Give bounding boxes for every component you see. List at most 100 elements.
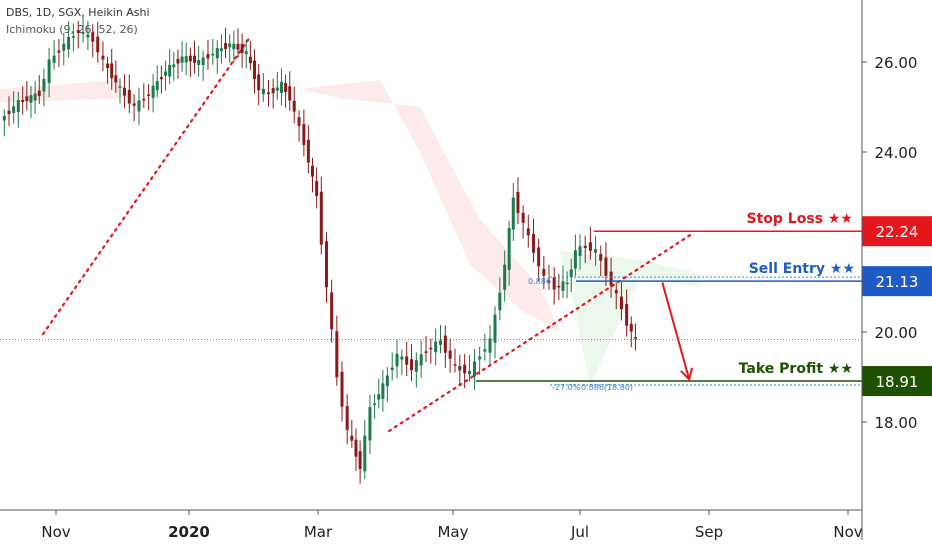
candle-body	[463, 364, 467, 374]
candle-body	[236, 43, 240, 50]
candle-body	[219, 48, 223, 52]
candle-body	[507, 228, 511, 270]
candle-body	[7, 110, 11, 115]
candle-body	[311, 165, 314, 177]
candle-body	[306, 139, 310, 163]
candle-body	[37, 90, 41, 96]
candle-body	[267, 92, 271, 94]
candle-body	[542, 268, 546, 276]
ichimoku-cloud-1	[0, 80, 130, 103]
candle-body	[253, 60, 257, 80]
candle-body	[297, 117, 301, 126]
candle-body	[390, 367, 394, 371]
x-tick-label-1: 2020	[168, 523, 210, 541]
candle-body	[350, 435, 354, 441]
candle-body	[340, 371, 344, 407]
y-tick-label-0: 18.00	[875, 414, 918, 432]
candle-body	[132, 103, 136, 106]
candle-body	[368, 407, 372, 441]
candle-body	[118, 86, 122, 88]
candle-body	[503, 264, 507, 290]
candle-body	[395, 353, 399, 367]
candle-body	[122, 87, 126, 96]
candle-body	[526, 228, 530, 236]
x-tick-label-3: May	[437, 523, 468, 541]
candle-body	[547, 280, 551, 282]
candle-body	[609, 271, 613, 286]
candle-body	[96, 36, 100, 53]
candle-body	[52, 55, 56, 63]
candle-body	[137, 100, 141, 112]
level-label-1: Sell Entry ★★	[749, 261, 855, 277]
candle-body	[188, 55, 192, 62]
candle-body	[47, 59, 51, 83]
candle-body	[76, 30, 80, 33]
candle-body	[155, 81, 159, 91]
candle-body	[81, 31, 85, 34]
y-tick-label-3: 26.00	[875, 54, 918, 72]
candle-body	[330, 292, 334, 330]
indicator-info: Ichimoku (9, 26, 52, 26)	[6, 23, 138, 36]
candle-body	[172, 64, 176, 68]
candle-body	[101, 55, 105, 60]
candle-body	[279, 81, 283, 93]
candle-body	[599, 254, 603, 261]
candle-body	[438, 340, 442, 345]
candle-body	[228, 43, 232, 48]
candle-body	[531, 233, 535, 253]
candle-body	[381, 383, 385, 399]
candle-body	[358, 451, 362, 469]
candle-body	[201, 57, 205, 66]
fib-label-lower: 0.886(18.80)	[581, 383, 633, 392]
candle-body	[206, 54, 210, 59]
trendline-lower	[387, 231, 695, 433]
candle-body	[248, 56, 252, 64]
level-value-box-0	[862, 216, 932, 247]
candle-body	[569, 269, 573, 278]
level-value-box-2	[862, 366, 932, 397]
candle-body	[578, 246, 582, 256]
candle-body	[483, 349, 487, 352]
candle-body	[614, 290, 618, 294]
candle-body	[71, 35, 75, 38]
candle-body	[458, 366, 462, 371]
candle-body	[319, 191, 323, 245]
candle-body	[86, 34, 90, 38]
candle-body	[557, 285, 561, 288]
candle-body	[377, 394, 381, 400]
candle-body	[12, 106, 16, 113]
candle-body	[215, 48, 219, 59]
x-tick-label-0: Nov	[41, 523, 70, 541]
x-tick-label-6: Nov	[833, 523, 862, 541]
candle-body	[588, 242, 592, 251]
candle-body	[619, 296, 623, 310]
candle-body	[29, 95, 33, 103]
candle-body	[151, 85, 155, 99]
y-tick-label-2: 24.00	[875, 144, 918, 162]
candle-body	[261, 88, 265, 95]
candle-body	[292, 100, 296, 112]
candle-body	[57, 50, 61, 53]
candle-body	[114, 75, 118, 83]
candle-body	[363, 435, 367, 472]
candle-body	[521, 212, 525, 223]
level-value-1: 21.13	[876, 273, 919, 291]
candle-body	[472, 361, 476, 377]
candle-body	[335, 331, 339, 378]
candle-body	[448, 350, 452, 359]
candle-body	[629, 323, 633, 332]
candle-body	[33, 93, 37, 101]
candle-body	[498, 292, 502, 311]
level-value-0: 22.24	[876, 223, 919, 241]
candle-body	[67, 36, 71, 50]
candle-body	[232, 43, 236, 50]
candle-body	[453, 364, 457, 366]
candle-body	[110, 63, 114, 79]
candle-body	[516, 191, 520, 214]
candle-body	[583, 245, 587, 248]
candle-body	[25, 96, 29, 102]
candle-body	[184, 56, 188, 63]
candle-body	[565, 282, 569, 285]
candle-body	[625, 304, 629, 326]
